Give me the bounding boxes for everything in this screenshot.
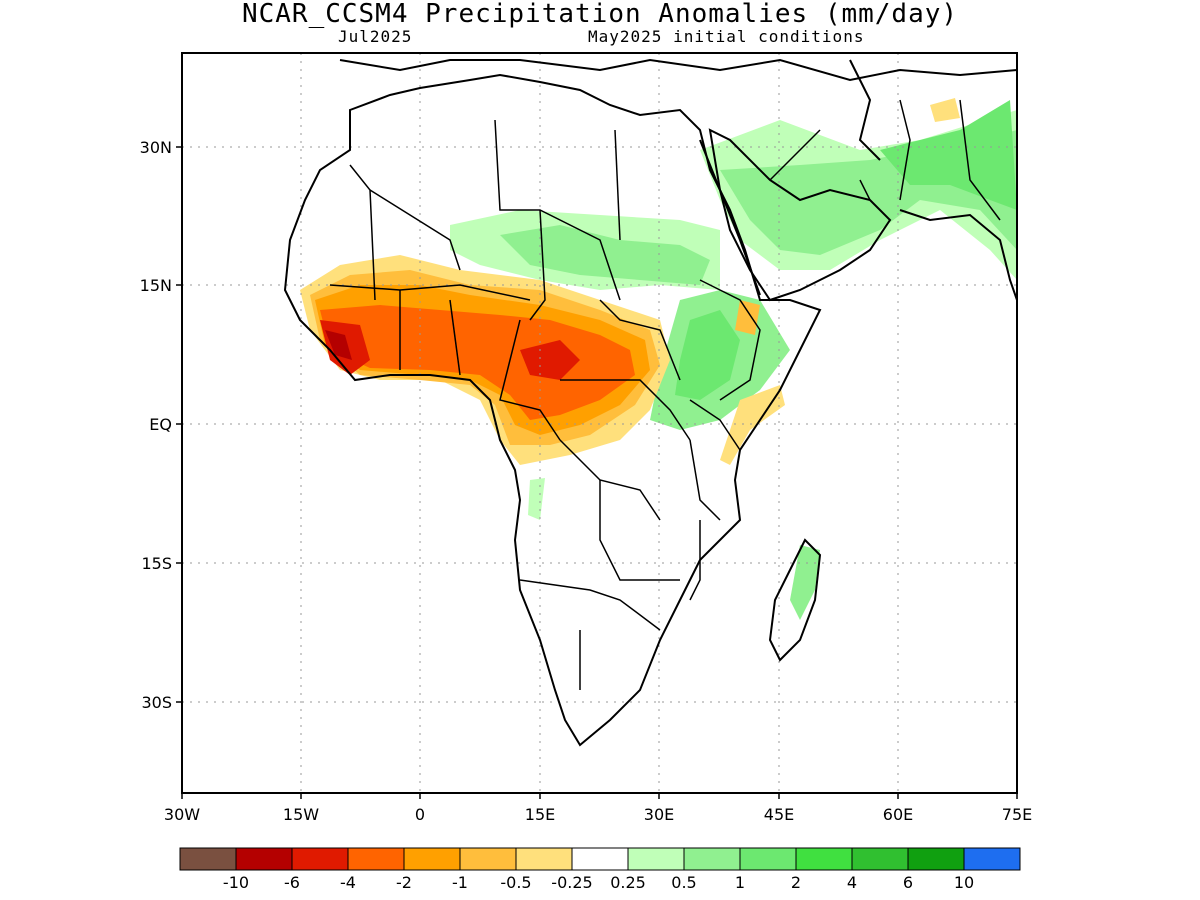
- axis-ticks: [176, 146, 1018, 799]
- legend-swatch: [739, 847, 797, 871]
- lon-label-15e: 15E: [525, 805, 555, 824]
- lat-label-15n: 15N: [140, 276, 172, 295]
- valid-month: Jul2025: [338, 27, 413, 46]
- lat-labels: 30N 15N EQ 15S 30S: [140, 138, 172, 712]
- legend-label: -0.5: [500, 873, 531, 892]
- anomaly-negative-west-core: [320, 305, 635, 420]
- legend-label: 4: [847, 873, 857, 892]
- lat-label-15s: 15S: [141, 554, 172, 573]
- legend-label: 0.25: [610, 873, 646, 892]
- caspian-coast: [849, 59, 881, 161]
- legend-label: 2: [791, 873, 801, 892]
- legend-swatch: [683, 847, 741, 871]
- legend-label: -1: [452, 873, 468, 892]
- init-conditions: May2025 initial conditions: [588, 27, 865, 46]
- mediterranean-north: [339, 58, 1017, 82]
- map-frame: [181, 52, 1018, 794]
- legend-swatch: [235, 847, 293, 871]
- legend-label: 1: [735, 873, 745, 892]
- legend-swatch: [403, 847, 461, 871]
- anomaly-positive-arabia-strong: [880, 100, 1017, 210]
- legend-swatch: [179, 847, 237, 871]
- country-borders: [329, 99, 1001, 690]
- coastlines: [283, 58, 1017, 747]
- legend-swatch: [851, 847, 909, 871]
- lon-label-0: 0: [415, 805, 425, 824]
- legend-label: -2: [396, 873, 412, 892]
- arabia-coastline: [708, 128, 892, 302]
- lon-labels: 30W 15W 0 15E 30E 45E 60E 75E: [164, 805, 1032, 824]
- legend-label: -6: [284, 873, 300, 892]
- legend-swatch: [963, 847, 1021, 871]
- legend-swatch: [795, 847, 853, 871]
- legend-label: -10: [223, 873, 249, 892]
- anomaly-positive-east-core: [675, 310, 740, 400]
- lon-label-45e: 45E: [764, 805, 794, 824]
- legend-label: 6: [903, 873, 913, 892]
- gridlines: [182, 53, 1017, 793]
- lon-label-60e: 60E: [883, 805, 913, 824]
- lat-label-30s: 30S: [141, 693, 172, 712]
- anomaly-field: [300, 98, 1017, 620]
- legend-label: -0.25: [551, 873, 592, 892]
- legend-label: -4: [340, 873, 356, 892]
- legend-label: 10: [954, 873, 974, 892]
- lon-label-75e: 75E: [1002, 805, 1032, 824]
- legend-labels: -10 -6 -4 -2 -1 -0.5 -0.25 0.25 0.5 1 2 4 6 10: [223, 873, 974, 892]
- chart-title: NCAR_CCSM4 Precipitation Anomalies (mm/d…: [241, 0, 959, 29]
- legend-swatch: [515, 847, 573, 871]
- lat-label-eq: EQ: [149, 415, 172, 434]
- lon-label-30e: 30E: [644, 805, 674, 824]
- legend-swatch: [347, 847, 405, 871]
- anomaly-positive-madagascar: [790, 545, 820, 620]
- legend-swatch: [627, 847, 685, 871]
- asia-coastline: [899, 209, 1017, 301]
- legend-label: 0.5: [671, 873, 696, 892]
- lon-label-30w: 30W: [164, 805, 200, 824]
- legend-colorbar: [179, 847, 1021, 871]
- lon-label-15w: 15W: [283, 805, 319, 824]
- anomaly-negative-guinea: [325, 330, 352, 360]
- lat-label-30n: 30N: [140, 138, 172, 157]
- anomaly-negative-iran: [930, 98, 960, 122]
- legend-swatch: [291, 847, 349, 871]
- legend-swatch: [907, 847, 965, 871]
- anomaly-positive-angola: [528, 478, 545, 520]
- africa-coastline: [283, 73, 822, 747]
- legend-swatch: [571, 847, 629, 871]
- anomaly-negative-central-max: [520, 340, 580, 380]
- anomaly-negative-ethiopia: [735, 300, 760, 335]
- legend-swatch: [459, 847, 517, 871]
- madagascar-coastline: [768, 538, 822, 662]
- red-sea-coast: [699, 139, 761, 296]
